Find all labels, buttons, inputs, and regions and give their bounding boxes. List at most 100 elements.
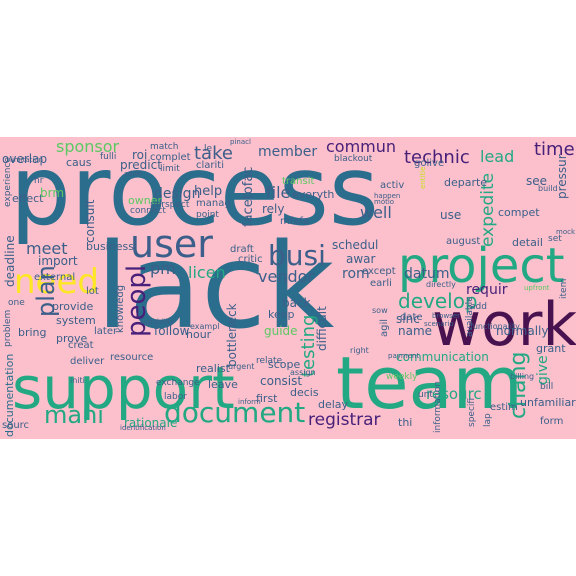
word: point xyxy=(196,210,219,220)
word: later xyxy=(94,326,118,337)
word: decis xyxy=(290,386,319,399)
word: busi xyxy=(268,239,326,272)
word: provide xyxy=(52,300,94,313)
word: thi xyxy=(398,416,413,429)
word: rom xyxy=(342,266,370,282)
word: clariti xyxy=(196,160,224,171)
word: experience xyxy=(3,157,13,207)
word: caus xyxy=(66,156,92,169)
word: limit xyxy=(160,164,180,174)
word: fulli xyxy=(100,152,117,162)
word: mani xyxy=(44,401,104,429)
word: requir xyxy=(466,282,508,298)
word: support xyxy=(12,354,235,422)
word: estim xyxy=(490,402,518,413)
word: guide xyxy=(264,324,298,338)
word: functionality xyxy=(470,322,520,331)
word: connect xyxy=(130,206,166,216)
word: exampl xyxy=(190,322,220,331)
word: system xyxy=(56,314,96,327)
word: limitation xyxy=(10,156,44,164)
word: compet xyxy=(498,206,540,219)
word: happen xyxy=(374,192,401,200)
word: sponsor xyxy=(56,137,120,156)
word: process xyxy=(10,137,379,247)
word: blackout xyxy=(334,154,373,164)
word: item xyxy=(559,278,569,299)
word: entitle xyxy=(419,166,427,189)
word: form xyxy=(540,416,564,427)
word: addit xyxy=(124,170,142,178)
word: work xyxy=(432,290,576,360)
word: realist xyxy=(196,362,230,375)
word: information xyxy=(433,381,443,433)
word: rationale xyxy=(124,416,178,430)
word: lead xyxy=(480,147,515,166)
word: earli xyxy=(370,278,392,289)
word: roi xyxy=(132,148,148,162)
word: effect xyxy=(12,192,44,205)
word: exchange xyxy=(156,378,200,388)
word: creat xyxy=(68,340,94,351)
word: meet xyxy=(26,239,68,258)
word: back xyxy=(282,296,311,310)
word: name xyxy=(398,324,433,338)
word: perspect xyxy=(150,200,190,210)
word: communication xyxy=(396,350,489,364)
word: deliver xyxy=(70,356,105,367)
word: normally xyxy=(496,324,549,338)
word: lap xyxy=(483,413,493,427)
word: except xyxy=(362,266,396,277)
word: project xyxy=(398,238,565,294)
word: owner xyxy=(128,194,162,207)
word: mfafa xyxy=(280,216,310,227)
word: difficult xyxy=(315,306,329,351)
word: resourc xyxy=(426,385,482,403)
word: everyth xyxy=(292,188,335,201)
word: lack xyxy=(96,217,335,355)
word: right xyxy=(350,346,369,355)
word: departe xyxy=(444,176,488,189)
word: delay xyxy=(318,398,349,411)
word: licen xyxy=(188,263,226,282)
word: grant xyxy=(536,342,566,355)
word: use xyxy=(440,208,462,222)
word: weekly xyxy=(386,372,418,382)
word: registrar xyxy=(308,410,381,430)
word: activ xyxy=(380,180,405,191)
word: august xyxy=(446,236,481,247)
word: predict xyxy=(120,158,162,172)
word: manag xyxy=(196,198,231,209)
word: see xyxy=(526,174,548,188)
word: external xyxy=(34,272,76,283)
word: scenario xyxy=(424,320,454,328)
word: file xyxy=(266,183,291,202)
word: complet xyxy=(150,152,191,163)
word: member xyxy=(258,144,318,160)
word: leave xyxy=(208,378,238,391)
word: user xyxy=(130,222,213,266)
word: technic xyxy=(404,147,470,168)
word: set xyxy=(548,234,562,244)
word: sinc xyxy=(396,312,420,326)
word: draft xyxy=(230,244,254,255)
word: give xyxy=(535,355,551,385)
word: one xyxy=(8,298,25,308)
word: urgent xyxy=(228,362,255,371)
word: business xyxy=(86,240,134,253)
word: pm xyxy=(150,259,176,278)
word: hr xyxy=(34,176,44,186)
word: le xyxy=(204,144,213,154)
word: knowledg xyxy=(115,284,126,333)
word: match xyxy=(150,142,179,152)
word: add xyxy=(470,302,487,312)
word-cloud: process lack team support work project u… xyxy=(0,137,576,439)
word: bill xyxy=(540,382,554,392)
word: time xyxy=(534,139,575,160)
word: assign xyxy=(290,368,316,377)
word: mock xyxy=(556,228,576,236)
word: scope xyxy=(268,358,301,371)
word: commun xyxy=(326,137,397,156)
word: payment xyxy=(388,352,420,360)
word: need xyxy=(14,262,99,302)
